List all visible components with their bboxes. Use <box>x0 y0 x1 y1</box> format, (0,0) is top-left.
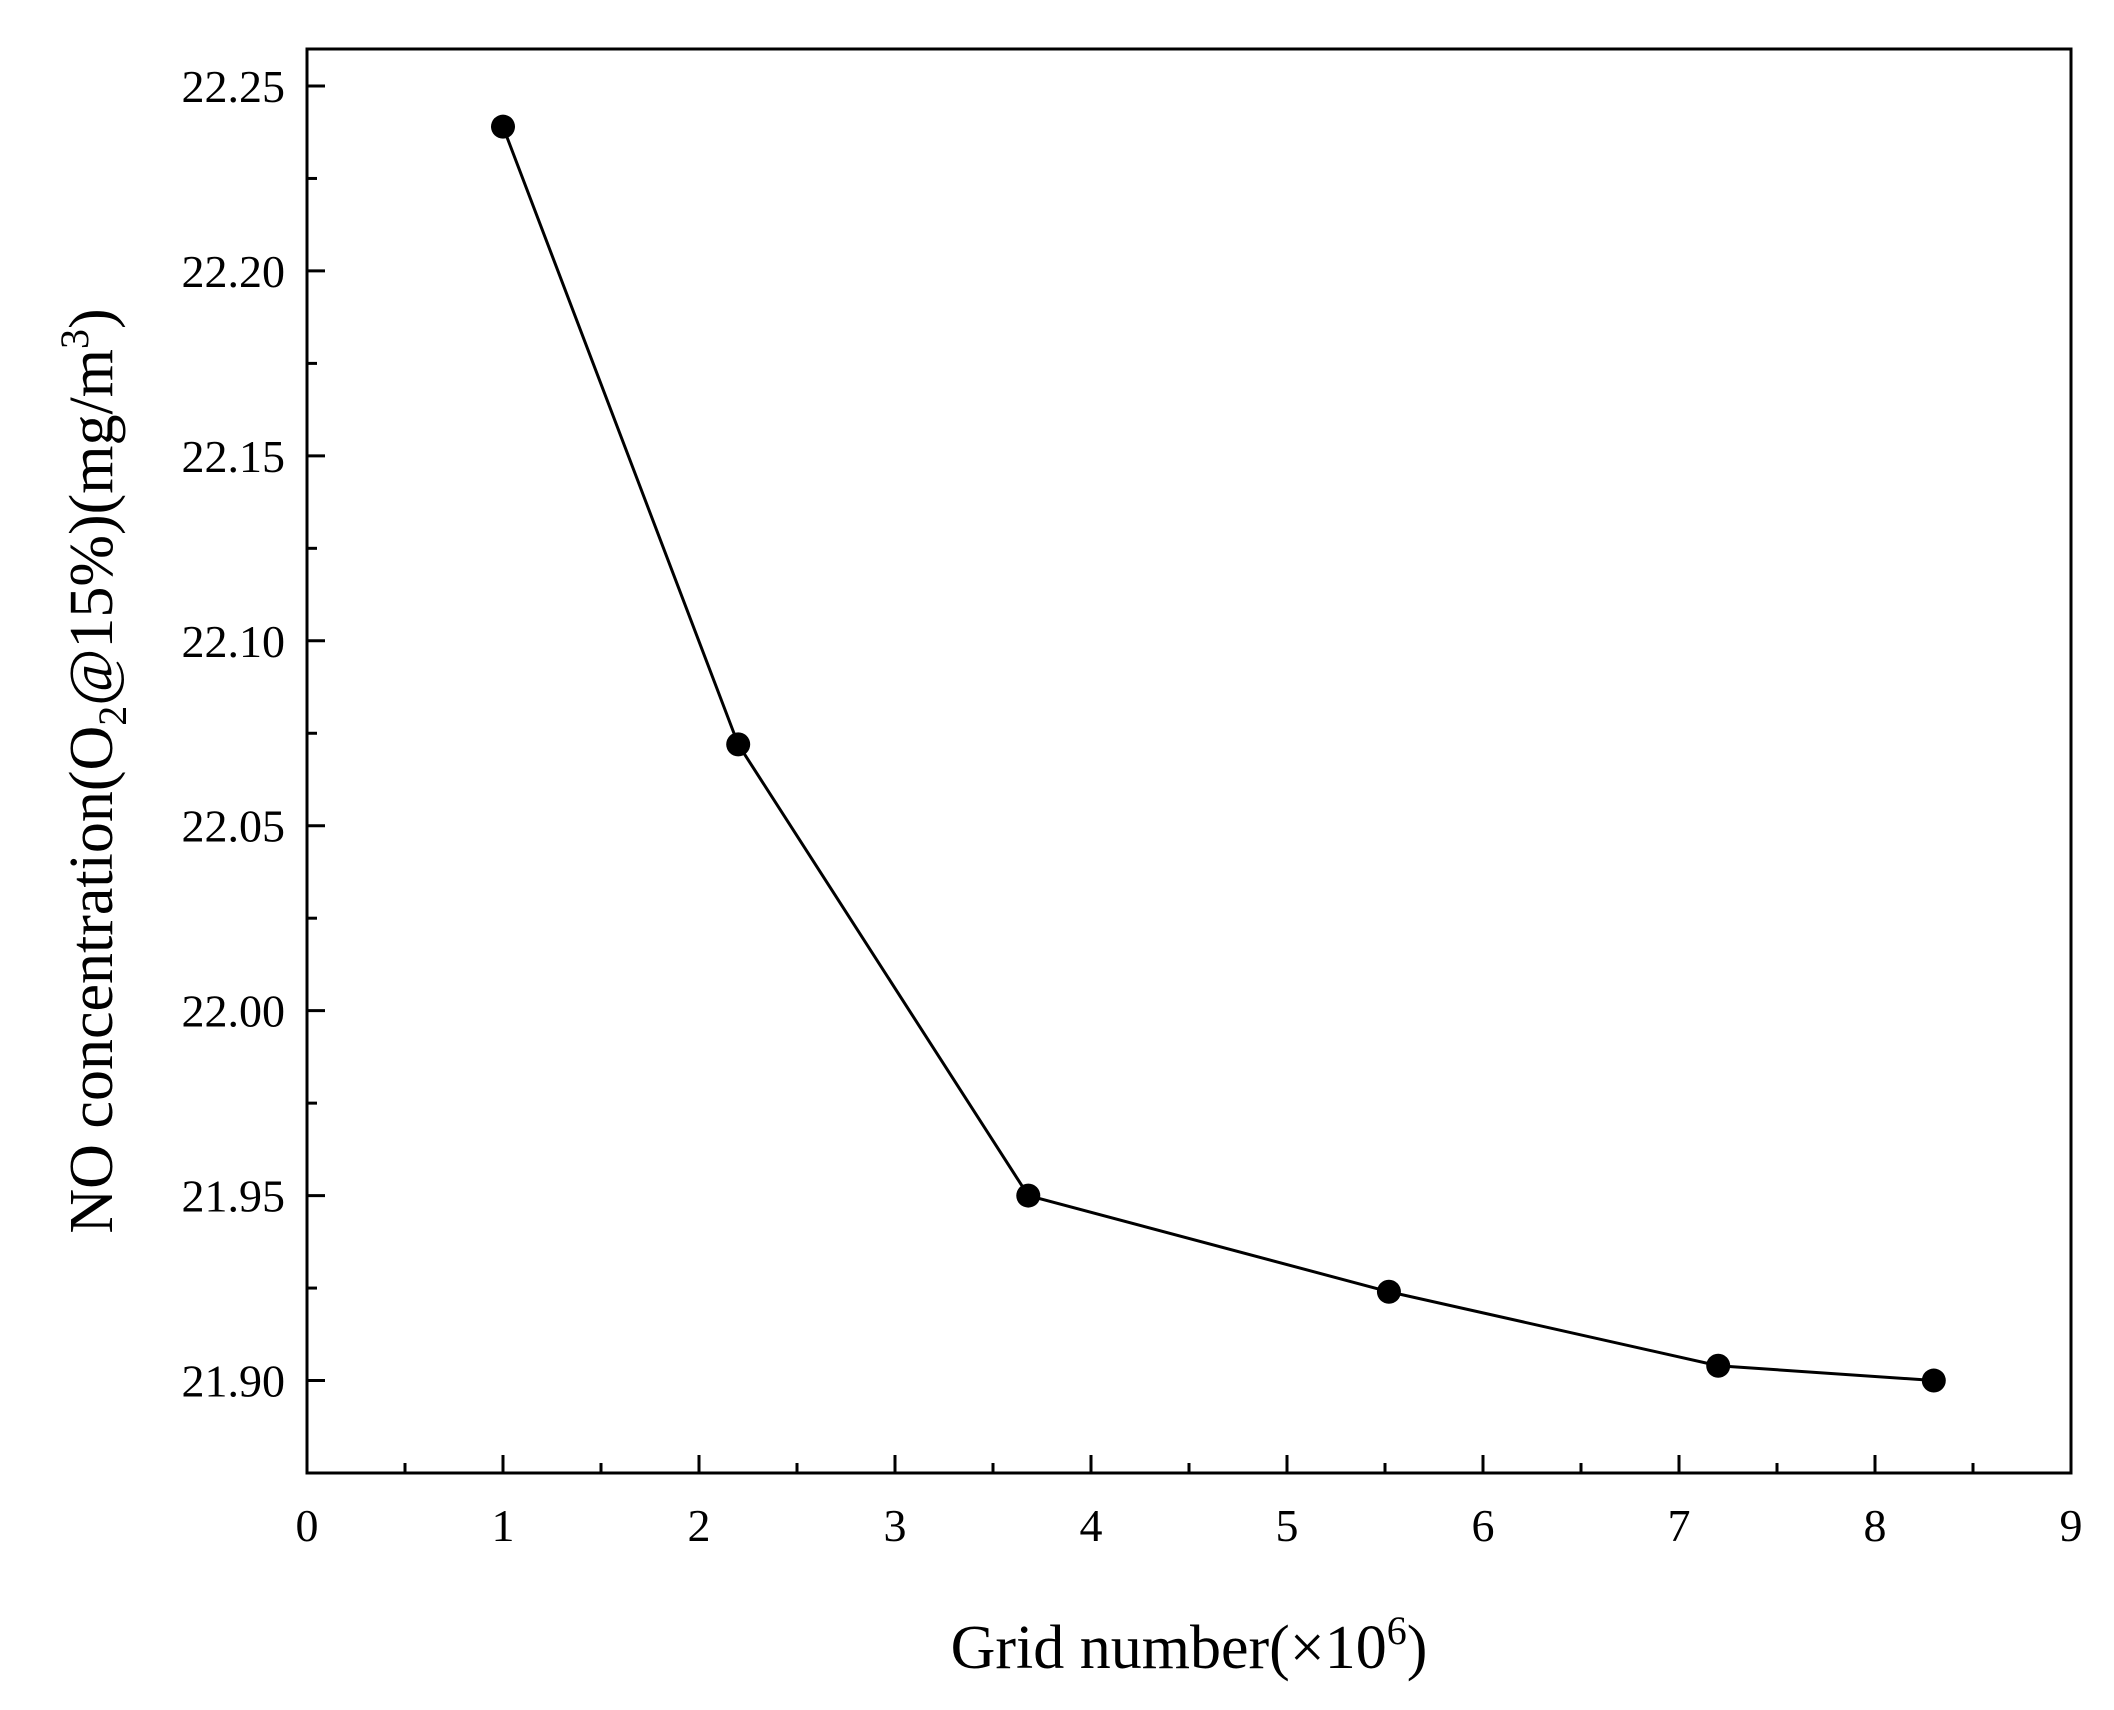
y-tick-label: 22.00 <box>182 986 286 1037</box>
x-tick-label: 9 <box>2060 1500 2083 1551</box>
y-axis-title-middle: @15%)(mg/m <box>58 349 126 706</box>
x-tick-label: 5 <box>1276 1500 1299 1551</box>
y-tick-label: 22.20 <box>182 246 286 297</box>
x-axis-title-main: Grid number(×10 <box>951 1614 1387 1682</box>
data-point <box>491 114 515 139</box>
data-point <box>1016 1183 1041 1208</box>
data-point <box>1921 1368 1946 1393</box>
y-tick-labels: 21.90 21.95 22.00 22.05 22.10 22.15 22.20 22.25 <box>182 61 286 1407</box>
minor-ticks <box>307 176 1975 1475</box>
x-tick-label: 1 <box>492 1500 515 1551</box>
plot-frame <box>305 47 2073 1475</box>
data-points <box>491 114 1946 1393</box>
x-axis-title-sup: 6 <box>1387 1608 1407 1653</box>
x-tick-label: 2 <box>688 1500 711 1551</box>
x-tick-label: 7 <box>1668 1500 1691 1551</box>
y-tick-label: 22.15 <box>182 431 286 482</box>
y-axis-title-sup: 3 <box>52 329 97 349</box>
x-tick-label: 0 <box>296 1500 319 1551</box>
x-tick-labels: 0 1 2 3 4 5 6 7 8 9 <box>296 1500 2083 1551</box>
x-tick-label: 3 <box>884 1500 907 1551</box>
x-tick-label: 8 <box>1864 1500 1887 1551</box>
y-axis-title-close: ) <box>58 308 126 329</box>
x-tick-label: 6 <box>1472 1500 1495 1551</box>
y-tick-label: 22.05 <box>182 801 286 852</box>
y-axis-title-prefix: NO concentration(O <box>58 726 126 1234</box>
y-axis-title: NO concentration(O2@15%)(mg/m3) <box>52 308 135 1233</box>
series-lines <box>501 126 1934 1383</box>
x-axis-title-close: ) <box>1407 1614 1428 1682</box>
series-line <box>501 126 1934 1383</box>
y-tick-label: 21.90 <box>182 1356 286 1407</box>
data-point <box>1376 1279 1401 1304</box>
y-tick-label: 22.10 <box>182 616 286 667</box>
major-ticks <box>305 84 2073 1473</box>
x-tick-label: 4 <box>1080 1500 1103 1551</box>
y-tick-label: 22.25 <box>182 61 286 112</box>
x-axis-title: Grid number(×106) <box>951 1608 1428 1682</box>
data-point <box>1706 1353 1731 1378</box>
y-axis-title-sub: 2 <box>90 706 135 726</box>
data-point <box>726 732 751 757</box>
y-tick-label: 21.95 <box>182 1171 286 1222</box>
